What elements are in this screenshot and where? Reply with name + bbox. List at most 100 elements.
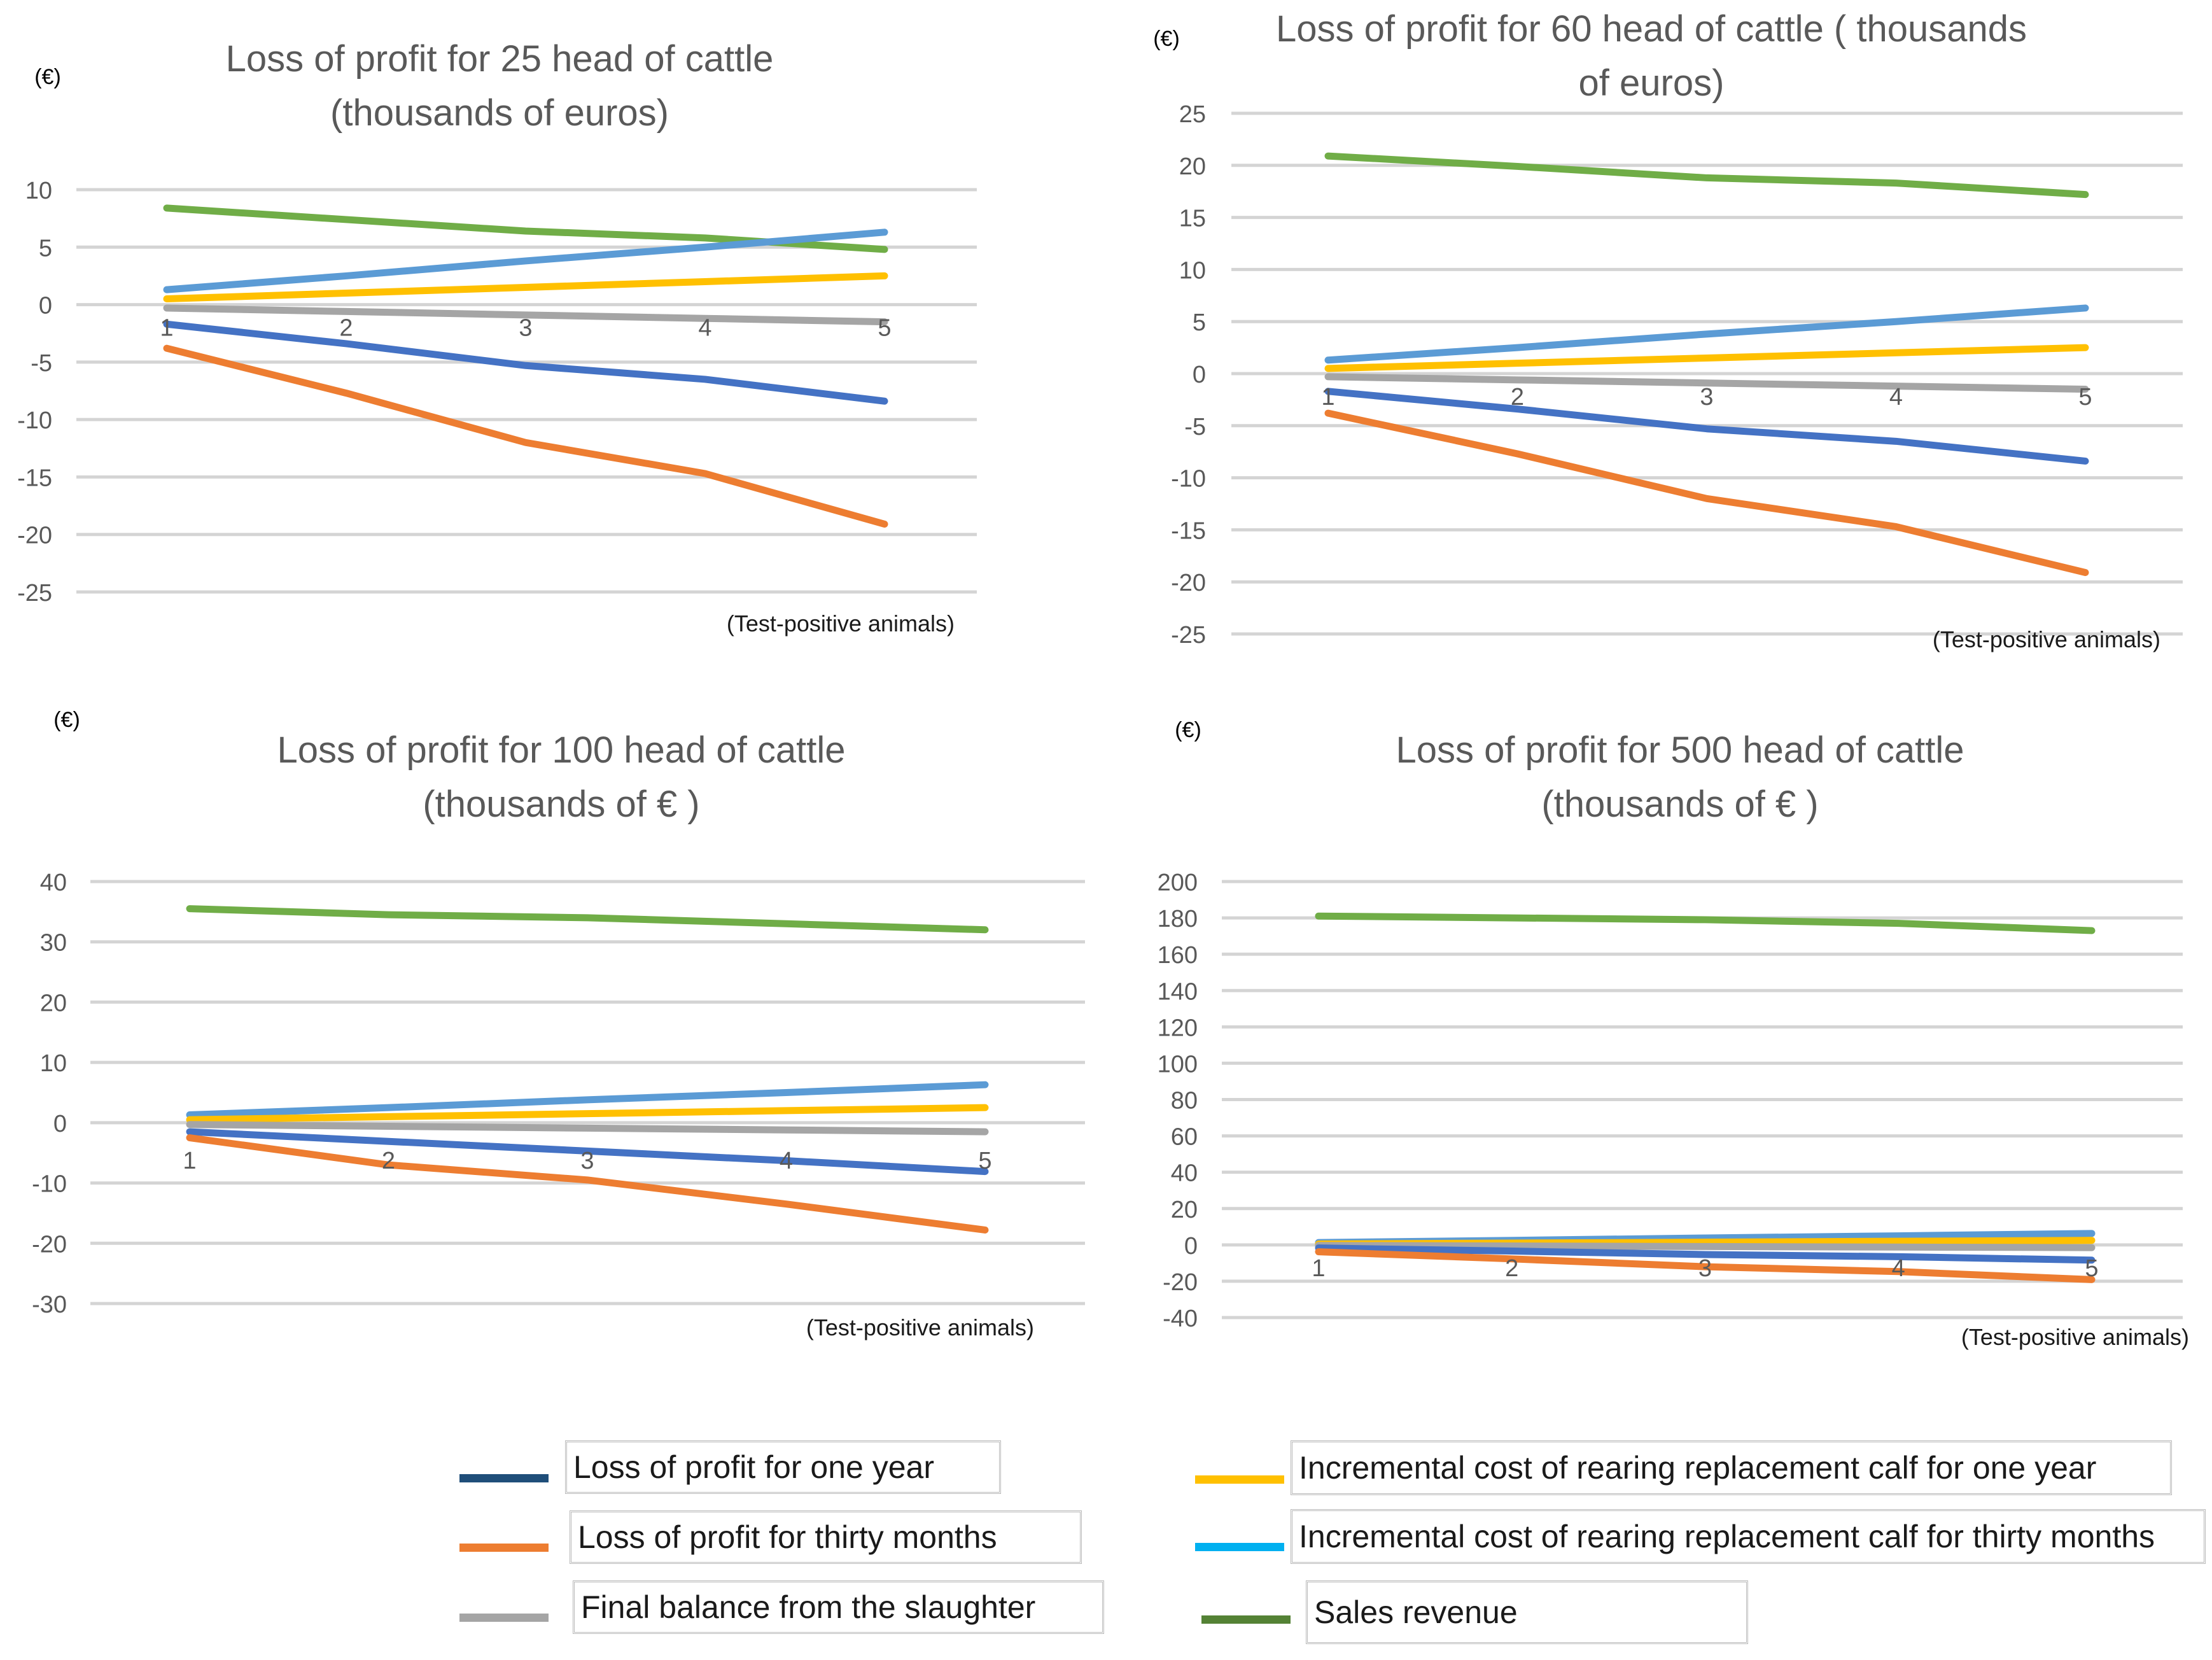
series-line-loss-thirty-months xyxy=(1315,1248,2096,1283)
series-line-rearing-thirty-months xyxy=(1324,304,2089,364)
y-tick-label: 140 xyxy=(1158,978,1198,1005)
y-tick-label: 40 xyxy=(40,869,67,896)
y-tick-label: -30 xyxy=(32,1291,67,1318)
y-tick-label: -10 xyxy=(1171,466,1206,493)
legend-item-final-balance: Final balance from the slaughter xyxy=(573,1580,1104,1634)
legend-label-loss-thirty-months: Loss of profit for thirty months xyxy=(578,1519,997,1555)
series-line-final-balance xyxy=(163,304,888,326)
x-tick-label: 2 xyxy=(382,1148,395,1174)
y-tick-label: 60 xyxy=(1171,1124,1198,1151)
x-tick-label: 5 xyxy=(978,1148,991,1174)
legend-item-loss-one-year: Loss of profit for one year xyxy=(565,1440,1001,1494)
chart-title-line: (thousands of € ) xyxy=(423,784,699,825)
y-tick-label: -5 xyxy=(1184,414,1206,440)
x-axis-label: (Test-positive animals) xyxy=(1961,1324,2189,1350)
series-line-sales-revenue xyxy=(1315,912,2096,934)
y-tick-label: -25 xyxy=(1171,622,1206,649)
chart-4: Loss of profit for 500 head of cattle (th… xyxy=(1158,718,2189,1350)
x-tick-label: 2 xyxy=(1511,384,1524,411)
legend-label-loss-one-year: Loss of profit for one year xyxy=(573,1449,934,1485)
unit-label: (€) xyxy=(1153,27,1180,51)
legend-item-rearing-thirty-months: Incremental cost of rearing replacement … xyxy=(1291,1509,2206,1564)
series-line-rearing-thirty-months xyxy=(186,1081,989,1119)
series-line-final-balance xyxy=(1315,1242,2096,1251)
legend-item-loss-thirty-months: Loss of profit for thirty months xyxy=(570,1510,1082,1564)
legend-item-sales-revenue: Sales revenue xyxy=(1306,1580,1748,1644)
chart-title-line: Loss of profit for 100 head of cattle xyxy=(277,729,845,771)
legend-swatch-final-balance xyxy=(459,1614,549,1622)
y-tick-label: -5 xyxy=(31,350,52,377)
x-tick-label: 1 xyxy=(183,1148,196,1174)
y-tick-label: 0 xyxy=(39,293,52,320)
legend-swatch-loss-thirty-months xyxy=(459,1544,549,1552)
unit-label: (€) xyxy=(53,708,80,732)
legend-swatch-loss-one-year xyxy=(459,1474,549,1482)
y-tick-label: 10 xyxy=(1179,257,1206,284)
series-line-rearing-one-year xyxy=(186,1104,989,1123)
chart-title-line: of euros) xyxy=(1579,62,1725,104)
x-tick-label: 3 xyxy=(1700,384,1713,411)
x-tick-label: 4 xyxy=(1889,384,1903,411)
y-tick-label: -10 xyxy=(32,1171,67,1198)
legend-swatch-sales-revenue xyxy=(1201,1615,1291,1624)
y-tick-label: 5 xyxy=(39,235,52,262)
y-tick-label: -15 xyxy=(1171,517,1206,544)
y-tick-label: 0 xyxy=(1184,1233,1198,1260)
x-tick-label: 1 xyxy=(1321,384,1334,411)
x-tick-label: 2 xyxy=(339,315,353,342)
y-tick-label: 25 xyxy=(1179,101,1206,128)
legend-label-rearing-thirty-months: Incremental cost of rearing replacement … xyxy=(1299,1519,2155,1554)
y-tick-label: -25 xyxy=(17,580,52,607)
y-tick-label: 10 xyxy=(25,178,52,204)
chart-title-line: Loss of profit for 25 head of cattle xyxy=(226,38,774,80)
series-line-sales-revenue xyxy=(186,905,989,934)
y-tick-label: 20 xyxy=(1179,153,1206,180)
x-tick-label: 3 xyxy=(1698,1255,1712,1282)
series-line-loss-one-year xyxy=(163,320,888,405)
series-line-loss-one-year xyxy=(186,1128,989,1176)
y-tick-label: 5 xyxy=(1193,309,1206,336)
series-line-loss-thirty-months xyxy=(163,344,888,528)
x-axis-label: (Test-positive animals) xyxy=(1933,626,2160,652)
series-line-sales-revenue xyxy=(1324,152,2089,199)
legend-item-rearing-one-year: Incremental cost of rearing replacement … xyxy=(1291,1440,2172,1495)
x-tick-label: 1 xyxy=(160,315,173,342)
x-tick-label: 3 xyxy=(519,315,532,342)
x-axis-label: (Test-positive animals) xyxy=(727,610,955,637)
y-tick-label: 0 xyxy=(1193,362,1206,388)
x-tick-label: 5 xyxy=(2078,384,2092,411)
y-tick-label: 180 xyxy=(1158,906,1198,932)
x-tick-label: 4 xyxy=(698,315,711,342)
x-axis-label: (Test-positive animals) xyxy=(806,1314,1034,1340)
chart-2: Loss of profit for 60 head of cattle ( t… xyxy=(1153,8,2183,652)
series-line-final-balance xyxy=(186,1121,989,1136)
legend-label-final-balance: Final balance from the slaughter xyxy=(581,1589,1036,1625)
series-line-loss-thirty-months xyxy=(186,1134,989,1234)
y-tick-label: 20 xyxy=(40,990,67,1016)
y-tick-label: -20 xyxy=(1163,1269,1198,1296)
series-line-final-balance xyxy=(1324,373,2089,393)
chart-3: Loss of profit for 100 head of cattle (th… xyxy=(32,708,1085,1340)
y-tick-label: -15 xyxy=(17,465,52,491)
legend-label-rearing-one-year: Incremental cost of rearing replacement … xyxy=(1299,1450,2097,1486)
series-line-loss-thirty-months xyxy=(1324,409,2089,576)
y-tick-label: -40 xyxy=(1163,1305,1198,1332)
chart-title-line: (thousands of euros) xyxy=(330,92,669,134)
y-tick-label: 20 xyxy=(1171,1197,1198,1223)
x-tick-label: 1 xyxy=(1312,1255,1325,1282)
series-line-rearing-one-year xyxy=(163,272,888,303)
y-tick-label: -20 xyxy=(32,1231,67,1258)
y-tick-label: -20 xyxy=(1171,570,1206,596)
y-tick-label: 10 xyxy=(40,1050,67,1077)
x-tick-label: 2 xyxy=(1505,1255,1518,1282)
series-line-rearing-thirty-months xyxy=(163,229,888,293)
legend-label-sales-revenue: Sales revenue xyxy=(1314,1594,1518,1630)
y-tick-label: 160 xyxy=(1158,942,1198,969)
y-tick-label: 120 xyxy=(1158,1015,1198,1041)
x-tick-label: 5 xyxy=(2085,1255,2098,1282)
y-tick-label: 30 xyxy=(40,930,67,957)
series-line-rearing-one-year xyxy=(1324,344,2089,372)
chart-title-line: Loss of profit for 60 head of cattle ( t… xyxy=(1276,8,2027,50)
y-tick-label: -20 xyxy=(17,523,52,549)
y-tick-label: -10 xyxy=(17,407,52,434)
